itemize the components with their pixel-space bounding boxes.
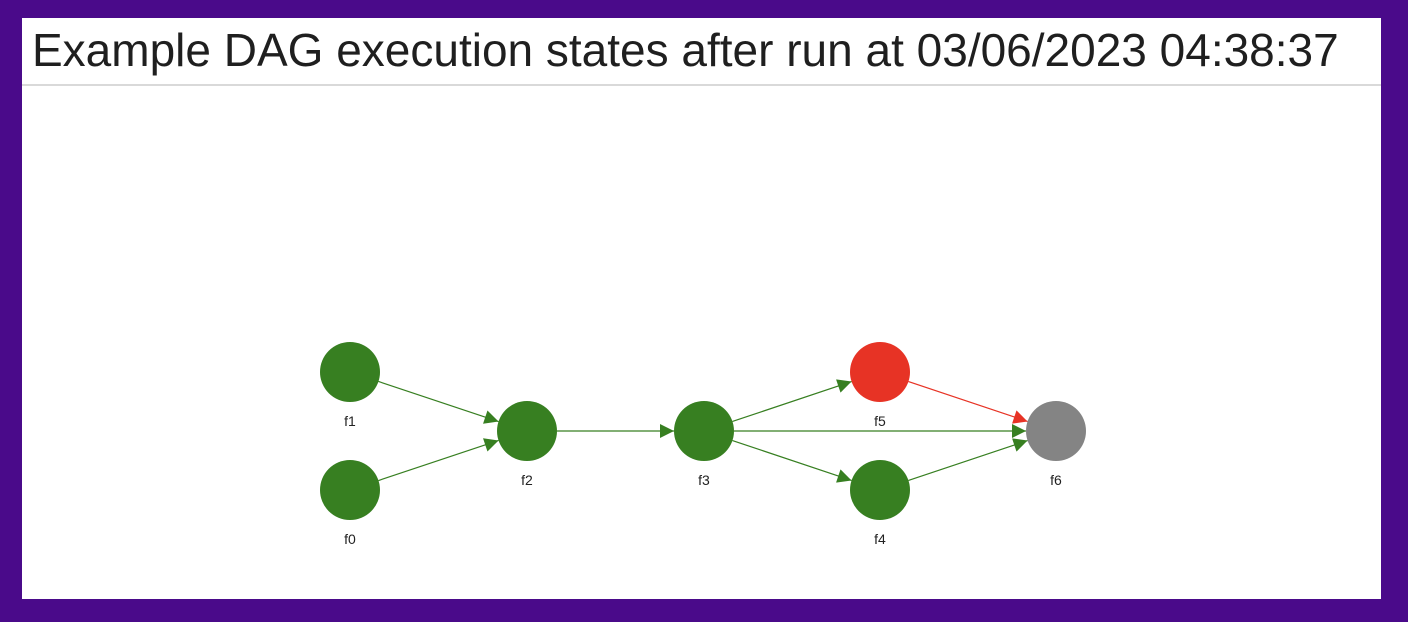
node-label-f2: f2: [521, 472, 533, 488]
node-label-f6: f6: [1050, 472, 1062, 488]
node-f5[interactable]: f5: [850, 342, 910, 429]
node-circle-f2[interactable]: [497, 401, 557, 461]
edges-layer: [378, 379, 1028, 483]
page-title: Example DAG execution states after run a…: [32, 24, 1339, 76]
node-label-f4: f4: [874, 531, 886, 547]
node-circle-f3[interactable]: [674, 401, 734, 461]
dag-panel: Example DAG execution states after run a…: [22, 18, 1381, 599]
node-label-f3: f3: [698, 472, 710, 488]
nodes-layer: f1 f0 f2 f3 f5 f4 f6: [320, 342, 1086, 547]
edge-f3-f4: [732, 439, 852, 483]
node-label-f0: f0: [344, 531, 356, 547]
node-label-f5: f5: [874, 413, 886, 429]
node-f4[interactable]: f4: [850, 460, 910, 547]
node-label-f1: f1: [344, 413, 356, 429]
node-circle-f4[interactable]: [850, 460, 910, 520]
node-f6[interactable]: f6: [1026, 401, 1086, 488]
node-f0[interactable]: f0: [320, 460, 380, 547]
dag-graph: f1 f0 f2 f3 f5 f4 f6: [320, 342, 1086, 547]
node-f2[interactable]: f2: [497, 401, 557, 488]
edge-f4-f6: [908, 438, 1028, 482]
node-f3[interactable]: f3: [674, 401, 734, 488]
edge-f3-f5: [732, 379, 852, 423]
node-circle-f1[interactable]: [320, 342, 380, 402]
edge-f0-f2: [378, 438, 499, 482]
node-circle-f0[interactable]: [320, 460, 380, 520]
title-bar: Example DAG execution states after run a…: [22, 18, 1381, 86]
edge-f5-f6: [908, 380, 1028, 424]
node-circle-f5[interactable]: [850, 342, 910, 402]
node-f1[interactable]: f1: [320, 342, 380, 429]
node-circle-f6[interactable]: [1026, 401, 1086, 461]
edge-f1-f2: [378, 380, 499, 424]
